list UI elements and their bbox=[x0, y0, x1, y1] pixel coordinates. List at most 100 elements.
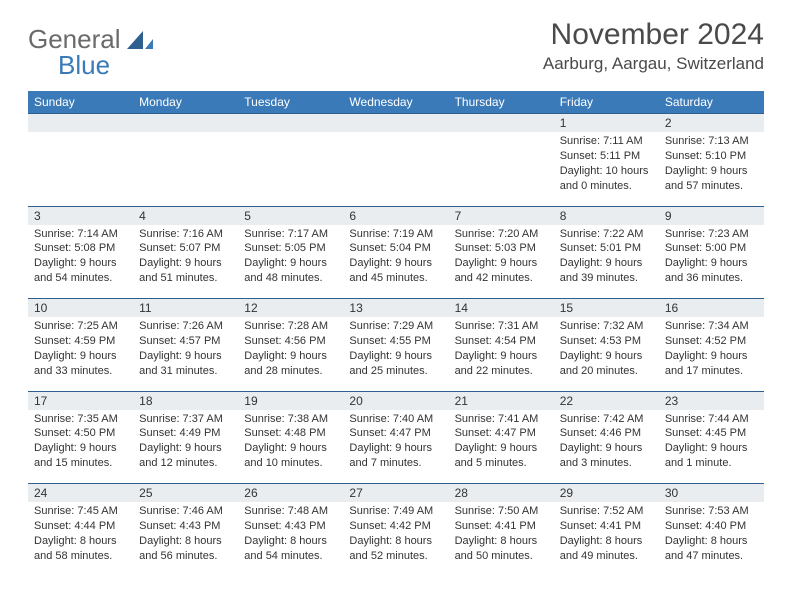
day-number: 1 bbox=[554, 114, 659, 132]
sunrise-line: Sunrise: 7:42 AM bbox=[560, 412, 653, 427]
day-number: 14 bbox=[449, 299, 554, 317]
day-details: Sunrise: 7:44 AMSunset: 4:45 PMDaylight:… bbox=[659, 410, 764, 475]
day-number bbox=[449, 114, 554, 132]
day-number-row: 12 bbox=[28, 114, 764, 133]
day-details: Sunrise: 7:28 AMSunset: 4:56 PMDaylight:… bbox=[238, 317, 343, 382]
sunrise-line: Sunrise: 7:48 AM bbox=[244, 504, 337, 519]
sunset-line: Sunset: 5:01 PM bbox=[560, 241, 653, 256]
sunset-line: Sunset: 4:52 PM bbox=[665, 334, 758, 349]
day-details: Sunrise: 7:17 AMSunset: 5:05 PMDaylight:… bbox=[238, 225, 343, 290]
week-row: Sunrise: 7:25 AMSunset: 4:59 PMDaylight:… bbox=[28, 317, 764, 391]
daylight-line: Daylight: 8 hours and 54 minutes. bbox=[244, 534, 337, 564]
day-cell: Sunrise: 7:13 AMSunset: 5:10 PMDaylight:… bbox=[659, 132, 764, 206]
sunrise-line: Sunrise: 7:44 AM bbox=[665, 412, 758, 427]
daylight-line: Daylight: 9 hours and 12 minutes. bbox=[139, 441, 232, 471]
day-number: 22 bbox=[554, 392, 659, 410]
day-header: Monday bbox=[133, 91, 238, 114]
day-details: Sunrise: 7:14 AMSunset: 5:08 PMDaylight:… bbox=[28, 225, 133, 290]
sunrise-line: Sunrise: 7:38 AM bbox=[244, 412, 337, 427]
day-cell: Sunrise: 7:32 AMSunset: 4:53 PMDaylight:… bbox=[554, 317, 659, 391]
day-number: 21 bbox=[449, 392, 554, 410]
day-number-row: 3456789 bbox=[28, 206, 764, 225]
day-number: 30 bbox=[659, 484, 764, 502]
day-details: Sunrise: 7:23 AMSunset: 5:00 PMDaylight:… bbox=[659, 225, 764, 290]
day-number: 20 bbox=[343, 392, 448, 410]
daylight-line: Daylight: 8 hours and 50 minutes. bbox=[455, 534, 548, 564]
day-cell: Sunrise: 7:16 AMSunset: 5:07 PMDaylight:… bbox=[133, 225, 238, 299]
day-details: Sunrise: 7:53 AMSunset: 4:40 PMDaylight:… bbox=[659, 502, 764, 567]
day-details: Sunrise: 7:37 AMSunset: 4:49 PMDaylight:… bbox=[133, 410, 238, 475]
sunset-line: Sunset: 5:00 PM bbox=[665, 241, 758, 256]
sunrise-line: Sunrise: 7:26 AM bbox=[139, 319, 232, 334]
daylight-line: Daylight: 8 hours and 52 minutes. bbox=[349, 534, 442, 564]
day-number: 11 bbox=[133, 299, 238, 317]
day-details: Sunrise: 7:46 AMSunset: 4:43 PMDaylight:… bbox=[133, 502, 238, 567]
day-number: 26 bbox=[238, 484, 343, 502]
calendar-table: Sunday Monday Tuesday Wednesday Thursday… bbox=[28, 91, 764, 576]
day-cell: Sunrise: 7:44 AMSunset: 4:45 PMDaylight:… bbox=[659, 410, 764, 484]
day-header: Saturday bbox=[659, 91, 764, 114]
sunrise-line: Sunrise: 7:29 AM bbox=[349, 319, 442, 334]
day-cell: Sunrise: 7:29 AMSunset: 4:55 PMDaylight:… bbox=[343, 317, 448, 391]
daylight-line: Daylight: 9 hours and 31 minutes. bbox=[139, 349, 232, 379]
daylight-line: Daylight: 8 hours and 58 minutes. bbox=[34, 534, 127, 564]
day-cell bbox=[133, 132, 238, 206]
daylight-line: Daylight: 8 hours and 56 minutes. bbox=[139, 534, 232, 564]
sunrise-line: Sunrise: 7:13 AM bbox=[665, 134, 758, 149]
sunrise-line: Sunrise: 7:49 AM bbox=[349, 504, 442, 519]
day-details: Sunrise: 7:42 AMSunset: 4:46 PMDaylight:… bbox=[554, 410, 659, 475]
sunset-line: Sunset: 4:55 PM bbox=[349, 334, 442, 349]
sunset-line: Sunset: 4:47 PM bbox=[349, 426, 442, 441]
sunset-line: Sunset: 5:03 PM bbox=[455, 241, 548, 256]
day-details: Sunrise: 7:31 AMSunset: 4:54 PMDaylight:… bbox=[449, 317, 554, 382]
day-cell bbox=[449, 132, 554, 206]
sunrise-line: Sunrise: 7:50 AM bbox=[455, 504, 548, 519]
daylight-line: Daylight: 10 hours and 0 minutes. bbox=[560, 164, 653, 194]
sunset-line: Sunset: 4:43 PM bbox=[244, 519, 337, 534]
sunset-line: Sunset: 4:53 PM bbox=[560, 334, 653, 349]
day-details: Sunrise: 7:13 AMSunset: 5:10 PMDaylight:… bbox=[659, 132, 764, 197]
daylight-line: Daylight: 9 hours and 33 minutes. bbox=[34, 349, 127, 379]
sunset-line: Sunset: 4:47 PM bbox=[455, 426, 548, 441]
day-number: 8 bbox=[554, 207, 659, 225]
daylight-line: Daylight: 9 hours and 51 minutes. bbox=[139, 256, 232, 286]
sunrise-line: Sunrise: 7:41 AM bbox=[455, 412, 548, 427]
sunset-line: Sunset: 4:40 PM bbox=[665, 519, 758, 534]
day-cell: Sunrise: 7:28 AMSunset: 4:56 PMDaylight:… bbox=[238, 317, 343, 391]
sunset-line: Sunset: 4:44 PM bbox=[34, 519, 127, 534]
sunset-line: Sunset: 4:41 PM bbox=[455, 519, 548, 534]
day-cell: Sunrise: 7:45 AMSunset: 4:44 PMDaylight:… bbox=[28, 502, 133, 576]
sunset-line: Sunset: 4:50 PM bbox=[34, 426, 127, 441]
sunset-line: Sunset: 4:48 PM bbox=[244, 426, 337, 441]
day-number-row: 10111213141516 bbox=[28, 299, 764, 318]
sunrise-line: Sunrise: 7:34 AM bbox=[665, 319, 758, 334]
day-number: 4 bbox=[133, 207, 238, 225]
day-cell bbox=[28, 132, 133, 206]
day-number: 16 bbox=[659, 299, 764, 317]
sunset-line: Sunset: 4:54 PM bbox=[455, 334, 548, 349]
day-cell bbox=[343, 132, 448, 206]
day-header: Tuesday bbox=[238, 91, 343, 114]
day-header: Sunday bbox=[28, 91, 133, 114]
daylight-line: Daylight: 9 hours and 36 minutes. bbox=[665, 256, 758, 286]
daylight-line: Daylight: 9 hours and 25 minutes. bbox=[349, 349, 442, 379]
day-details: Sunrise: 7:32 AMSunset: 4:53 PMDaylight:… bbox=[554, 317, 659, 382]
day-details: Sunrise: 7:22 AMSunset: 5:01 PMDaylight:… bbox=[554, 225, 659, 290]
day-number: 23 bbox=[659, 392, 764, 410]
sunrise-line: Sunrise: 7:17 AM bbox=[244, 227, 337, 242]
day-details: Sunrise: 7:26 AMSunset: 4:57 PMDaylight:… bbox=[133, 317, 238, 382]
day-details: Sunrise: 7:25 AMSunset: 4:59 PMDaylight:… bbox=[28, 317, 133, 382]
day-header: Thursday bbox=[449, 91, 554, 114]
day-details: Sunrise: 7:50 AMSunset: 4:41 PMDaylight:… bbox=[449, 502, 554, 567]
sunrise-line: Sunrise: 7:52 AM bbox=[560, 504, 653, 519]
day-number: 25 bbox=[133, 484, 238, 502]
day-number: 18 bbox=[133, 392, 238, 410]
daylight-line: Daylight: 9 hours and 3 minutes. bbox=[560, 441, 653, 471]
day-cell: Sunrise: 7:38 AMSunset: 4:48 PMDaylight:… bbox=[238, 410, 343, 484]
sunset-line: Sunset: 4:41 PM bbox=[560, 519, 653, 534]
daylight-line: Daylight: 9 hours and 39 minutes. bbox=[560, 256, 653, 286]
day-cell: Sunrise: 7:19 AMSunset: 5:04 PMDaylight:… bbox=[343, 225, 448, 299]
day-number-row: 17181920212223 bbox=[28, 391, 764, 410]
sunrise-line: Sunrise: 7:22 AM bbox=[560, 227, 653, 242]
day-cell: Sunrise: 7:20 AMSunset: 5:03 PMDaylight:… bbox=[449, 225, 554, 299]
